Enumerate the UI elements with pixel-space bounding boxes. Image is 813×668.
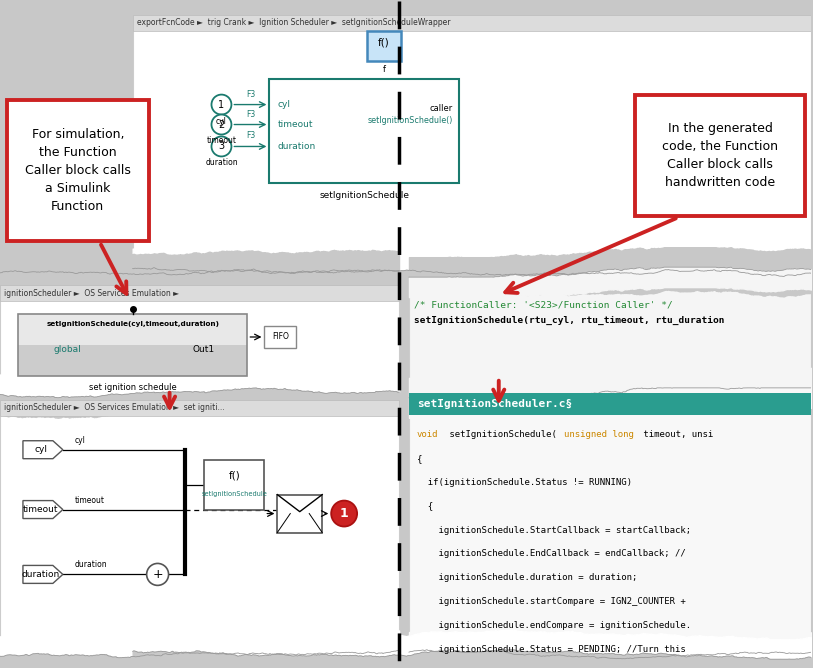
Text: duration: duration (75, 560, 107, 569)
Text: ignitionSchedule.startCompare = IGN2_COUNTER +: ignitionSchedule.startCompare = IGN2_COU… (417, 597, 685, 607)
Bar (0, 400, 399, 415)
Text: timeout: timeout (277, 120, 313, 129)
Bar (409, 285, 811, 393)
Text: 2: 2 (219, 120, 224, 130)
Circle shape (211, 136, 232, 156)
Circle shape (331, 500, 357, 526)
Text: ignitionSchedule.Status = PENDING; //Turn this: ignitionSchedule.Status = PENDING; //Tur… (417, 645, 685, 654)
Text: setIgnitionSchedule: setIgnitionSchedule (202, 490, 267, 496)
Text: caller: caller (429, 104, 453, 113)
Bar (18, 314, 247, 376)
Text: cyl: cyl (216, 116, 227, 126)
Text: cyl: cyl (277, 100, 290, 109)
Bar (269, 79, 459, 184)
Text: In the generated
code, the Function
Caller block calls
handwritten code: In the generated code, the Function Call… (663, 122, 778, 189)
Text: timeout: timeout (207, 136, 237, 146)
Text: void: void (417, 430, 438, 439)
Circle shape (211, 114, 232, 134)
Bar (264, 326, 296, 348)
Text: setIgnitionSchedule(rtu_cyl, rtu_timeout, rtu_duration: setIgnitionSchedule(rtu_cyl, rtu_timeout… (414, 316, 724, 325)
Text: ignitionSchedule.StartCallback = startCallback;: ignitionSchedule.StartCallback = startCa… (417, 526, 691, 534)
Bar (409, 393, 811, 415)
Bar (0, 285, 399, 301)
Bar (133, 15, 811, 31)
Polygon shape (23, 500, 63, 518)
Text: setIgnitionSchedule: setIgnitionSchedule (319, 191, 409, 200)
Bar (18, 345, 247, 376)
FancyBboxPatch shape (636, 95, 805, 216)
Text: setIgnitionSchedule(): setIgnitionSchedule() (367, 116, 453, 125)
Text: For simulation,
the Function
Caller block calls
a Simulink
Function: For simulation, the Function Caller bloc… (25, 128, 131, 213)
Text: 1: 1 (219, 100, 224, 110)
Text: {: { (417, 502, 433, 510)
Text: setIgnitionSchedule(: setIgnitionSchedule( (444, 430, 557, 439)
Bar (0, 400, 399, 667)
Text: if(ignitionSchedule.Status != RUNNING): if(ignitionSchedule.Status != RUNNING) (417, 478, 632, 487)
Text: F3: F3 (246, 132, 255, 140)
Circle shape (211, 95, 232, 114)
Text: ignitionSchedule.duration = duration;: ignitionSchedule.duration = duration; (417, 573, 637, 582)
Text: f(): f() (228, 471, 241, 481)
FancyBboxPatch shape (7, 100, 149, 241)
Text: 3: 3 (219, 142, 224, 152)
Text: timeout: timeout (75, 496, 105, 504)
Text: cyl: cyl (75, 436, 85, 445)
Polygon shape (23, 441, 63, 459)
Text: ignitionScheduler ►  OS Services Emulation ►  set igniti...: ignitionScheduler ► OS Services Emulatio… (4, 403, 224, 412)
Text: 1: 1 (340, 507, 349, 520)
Text: Out1: Out1 (193, 345, 215, 355)
Text: setIgnitionScheduler.c§: setIgnitionScheduler.c§ (417, 399, 572, 409)
Polygon shape (23, 565, 63, 583)
Text: ignitionSchedule.endCompare = ignitionSchedule.: ignitionSchedule.endCompare = ignitionSc… (417, 621, 691, 631)
Bar (133, 15, 811, 272)
Text: f: f (383, 65, 385, 73)
Text: timeout, unsi: timeout, unsi (638, 430, 714, 439)
Text: set ignition schedule: set ignition schedule (89, 383, 176, 392)
Text: duration: duration (22, 570, 60, 579)
Text: F3: F3 (246, 90, 255, 99)
Bar (0, 285, 399, 393)
Bar (277, 494, 322, 532)
Bar (409, 393, 811, 667)
Text: {: { (417, 454, 422, 463)
Text: ignitionScheduler ►  OS Services Emulation ►: ignitionScheduler ► OS Services Emulatio… (4, 289, 179, 298)
Text: f(): f() (378, 37, 390, 47)
Text: exportFcnCode ►  trig Crank ►  Ignition Scheduler ►  setIgnitionScheduleWrapper: exportFcnCode ► trig Crank ► Ignition Sc… (137, 18, 450, 27)
Text: FIFO: FIFO (272, 333, 289, 341)
Text: +: + (152, 568, 163, 581)
Text: duration: duration (205, 158, 237, 168)
Bar (18, 314, 247, 345)
Text: cyl: cyl (34, 445, 47, 454)
Text: setIgnitionSchedule(cyl,timeout,duration): setIgnitionSchedule(cyl,timeout,duration… (46, 321, 220, 327)
Text: ignitionSchedule.EndCallback = endCallback; //: ignitionSchedule.EndCallback = endCallba… (417, 550, 685, 558)
Bar (205, 460, 264, 510)
Bar (367, 31, 401, 61)
Text: timeout: timeout (23, 505, 59, 514)
Text: /* FunctionCaller: '<S23>/Function Caller' */: /* FunctionCaller: '<S23>/Function Calle… (414, 300, 672, 309)
Text: F3: F3 (246, 110, 255, 118)
Circle shape (146, 563, 168, 585)
Text: unsigned long: unsigned long (563, 430, 633, 439)
Text: global: global (54, 345, 82, 355)
Text: duration: duration (277, 142, 315, 151)
